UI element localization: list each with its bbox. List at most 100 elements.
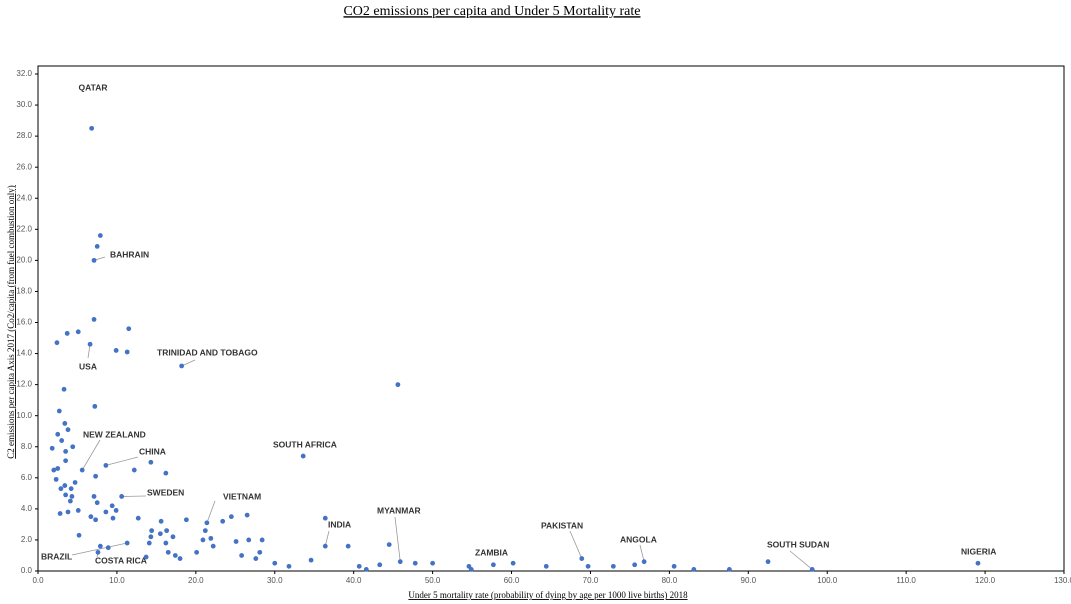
y-tick-label: 0.0 bbox=[21, 566, 33, 575]
point bbox=[308, 557, 314, 563]
point bbox=[177, 556, 183, 561]
point bbox=[468, 567, 474, 572]
x-tick-label: 100.0 bbox=[817, 576, 838, 585]
point bbox=[165, 549, 171, 555]
point bbox=[286, 563, 292, 569]
point-label: ZAMBIA bbox=[475, 547, 508, 557]
point-label: TRINIDAD AND TOBAGO bbox=[157, 347, 258, 357]
point bbox=[239, 553, 245, 558]
point bbox=[65, 509, 71, 515]
point bbox=[143, 554, 149, 560]
point-label: COSTA RICA bbox=[95, 555, 147, 565]
point bbox=[257, 549, 263, 555]
point bbox=[975, 560, 981, 566]
point bbox=[148, 459, 154, 465]
point bbox=[179, 363, 185, 369]
point bbox=[54, 340, 60, 346]
y-tick-label: 2.0 bbox=[21, 535, 33, 544]
point bbox=[412, 560, 418, 566]
leader-line bbox=[324, 530, 330, 547]
leader-line bbox=[81, 439, 101, 471]
point bbox=[91, 257, 97, 263]
point bbox=[88, 514, 94, 520]
leader-line bbox=[569, 530, 583, 559]
point bbox=[109, 503, 115, 509]
point-label: USA bbox=[79, 361, 97, 371]
point bbox=[124, 349, 130, 355]
point bbox=[94, 500, 100, 506]
y-tick-label: 18.0 bbox=[16, 287, 32, 296]
point bbox=[63, 492, 69, 498]
point bbox=[61, 386, 67, 392]
point-label: SOUTH SUDAN bbox=[767, 539, 829, 549]
point bbox=[75, 329, 81, 335]
point-label: NIGERIA bbox=[961, 546, 996, 556]
point bbox=[103, 462, 109, 468]
point bbox=[64, 330, 70, 336]
point bbox=[386, 542, 392, 547]
point bbox=[809, 567, 815, 572]
y-tick-label: 12.0 bbox=[16, 380, 32, 389]
point bbox=[322, 515, 328, 521]
point bbox=[585, 563, 591, 569]
point bbox=[135, 515, 141, 521]
plot-frame bbox=[37, 65, 1065, 572]
point bbox=[510, 560, 516, 566]
point bbox=[246, 537, 252, 543]
point bbox=[610, 563, 616, 569]
y-axis-title: C2 emissions per capita Axis 2017 (Co2/c… bbox=[6, 185, 16, 458]
point bbox=[244, 512, 250, 518]
point bbox=[363, 567, 369, 572]
point bbox=[97, 543, 103, 549]
point-label: BAHRAIN bbox=[110, 249, 149, 259]
point bbox=[56, 408, 62, 414]
point-label: SWEDEN bbox=[147, 487, 184, 497]
point bbox=[164, 528, 170, 534]
point bbox=[259, 537, 265, 543]
point bbox=[726, 567, 732, 572]
point bbox=[93, 473, 99, 479]
x-tick-label: 90.0 bbox=[741, 576, 757, 585]
y-tick-label: 4.0 bbox=[21, 504, 33, 513]
point bbox=[65, 427, 71, 433]
point bbox=[51, 467, 57, 473]
x-axis-title: Under 5 mortality rate (probability of d… bbox=[408, 590, 688, 600]
point bbox=[131, 467, 137, 473]
point bbox=[194, 549, 200, 555]
x-tick-label: 10.0 bbox=[109, 576, 125, 585]
point bbox=[765, 559, 771, 565]
point bbox=[163, 540, 169, 546]
y-tick-label: 8.0 bbox=[21, 442, 33, 451]
point-label: QATAR bbox=[79, 82, 108, 92]
x-tick-label: 70.0 bbox=[583, 576, 599, 585]
point bbox=[157, 531, 163, 537]
x-tick-label: 0.0 bbox=[32, 576, 44, 585]
point bbox=[671, 563, 677, 569]
point bbox=[148, 534, 154, 540]
point-label: ANGOLA bbox=[620, 534, 657, 544]
point bbox=[91, 316, 97, 322]
y-tick-label: 30.0 bbox=[16, 100, 32, 109]
point bbox=[345, 543, 351, 549]
point bbox=[233, 539, 239, 544]
point-label: VIETNAM bbox=[223, 491, 261, 501]
point bbox=[57, 511, 63, 516]
point bbox=[220, 518, 226, 524]
point bbox=[146, 540, 152, 546]
point bbox=[124, 540, 130, 546]
y-tick-label: 10.0 bbox=[16, 411, 32, 420]
leader-line bbox=[206, 500, 216, 523]
x-tick-label: 130.0 bbox=[1054, 576, 1071, 585]
x-tick-label: 50.0 bbox=[425, 576, 441, 585]
point bbox=[208, 535, 214, 541]
point bbox=[158, 518, 164, 524]
point bbox=[63, 449, 69, 454]
point bbox=[55, 431, 61, 437]
point bbox=[113, 348, 119, 353]
point bbox=[49, 445, 55, 451]
point bbox=[53, 476, 59, 482]
point bbox=[97, 233, 103, 238]
point-label: NEW ZEALAND bbox=[83, 429, 146, 439]
point bbox=[228, 514, 234, 520]
